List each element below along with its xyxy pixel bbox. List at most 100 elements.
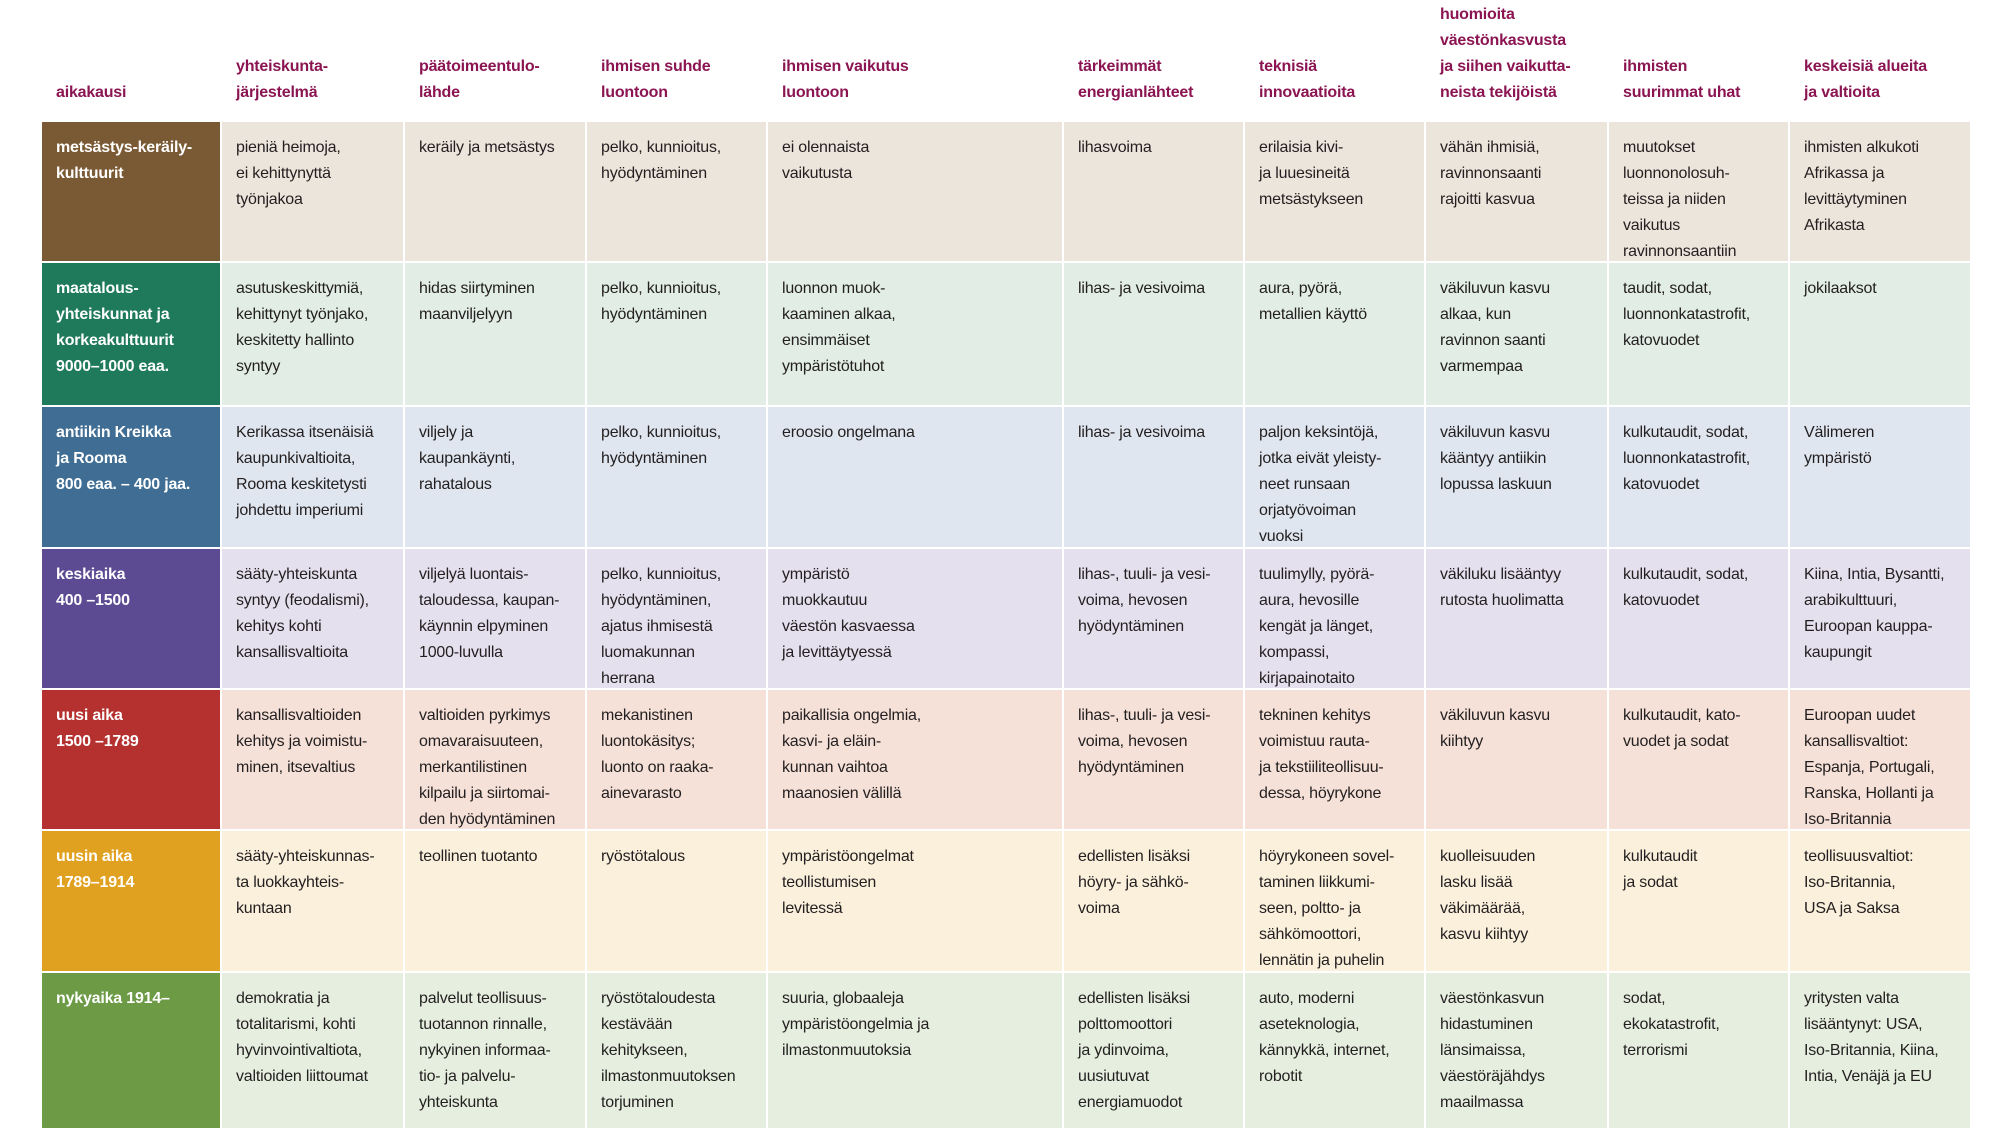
text-line: yhteiskunnat ja bbox=[56, 306, 170, 323]
text-line: kääntyy antiikin bbox=[1440, 450, 1547, 467]
text-line: tekninen kehitys bbox=[1259, 707, 1371, 724]
text-line: vuoksi bbox=[1259, 528, 1304, 545]
text-line: demokratia ja bbox=[236, 990, 330, 1007]
text-line: ja tekstiiliteollisuu- bbox=[1259, 759, 1384, 776]
text-line: kulkutaudit, sodat, bbox=[1623, 566, 1749, 583]
text-line: vaikutusta bbox=[782, 165, 853, 182]
table-cell: kuolleisuuden lasku lisää väkimäärää, kasvu… bbox=[1426, 831, 1607, 971]
text-line: kansallisvaltioita bbox=[236, 644, 349, 661]
table-cell: lihasvoima bbox=[1064, 122, 1243, 261]
text-line: USA ja Saksa bbox=[1804, 900, 1900, 917]
text-line: kaupankäynti, bbox=[419, 450, 516, 467]
text-line: kansallisvaltiot: bbox=[1804, 733, 1909, 750]
text-line: luontokäsitys; bbox=[601, 733, 696, 750]
period-cell: nykyaika 1914– bbox=[42, 973, 220, 1128]
text-line: ryöstötaloudesta bbox=[601, 990, 716, 1007]
table-cell: pelko, kunnioitus, hyödyntäminen bbox=[587, 407, 766, 547]
text-line: väestön kasvaessa bbox=[782, 618, 915, 635]
text-line: ja ydinvoima, bbox=[1078, 1042, 1169, 1059]
table-cell: ihmisten alkukoti Afrikassa ja levittäytym… bbox=[1790, 122, 1970, 261]
text-line: omavaraisuuteen, bbox=[419, 733, 543, 750]
text-line: pieniä heimoja, bbox=[236, 139, 341, 156]
period-cell: keskiaika 400 –1500 bbox=[42, 549, 220, 688]
text-line: ravinnonsaantiin bbox=[1623, 243, 1737, 260]
table-cell: Välimeren ympäristö bbox=[1790, 407, 1970, 547]
table-cell: Kiina, Intia, Bysantti, arabikulttuuri, Eu… bbox=[1790, 549, 1970, 688]
text-line: aura, hevosille bbox=[1259, 592, 1360, 609]
text-line: voima, hevosen bbox=[1078, 592, 1188, 609]
text-line: Afrikassa ja bbox=[1804, 165, 1885, 182]
text-line: väestönkasvun bbox=[1440, 990, 1545, 1007]
table-cell: lihas-, tuuli- ja vesi-voima, hevosen hyö… bbox=[1064, 690, 1243, 829]
text-line: energianlähteet bbox=[1078, 84, 1194, 101]
text-line: huomioita bbox=[1440, 6, 1515, 23]
text-line: luonnonolosuh- bbox=[1623, 165, 1730, 182]
text-line: suurimmat uhat bbox=[1623, 84, 1741, 101]
text-line: dessa, höyrykone bbox=[1259, 785, 1382, 802]
header-cell: ihmisten suurimmat uhat bbox=[1609, 0, 1788, 120]
text-line: Espanja, Portugali, bbox=[1804, 759, 1935, 776]
text-line: ihmisten bbox=[1623, 58, 1688, 75]
text-line: kulttuurit bbox=[56, 165, 124, 182]
text-line: yritysten valta bbox=[1804, 990, 1899, 1007]
table-cell: luonnon muok-kaaminen alkaa, ensimmäiset … bbox=[768, 263, 1062, 405]
text-line: torjuminen bbox=[601, 1094, 674, 1111]
text-line: rutosta huolimatta bbox=[1440, 592, 1564, 609]
table-cell: sodat, ekokatastrofit, terrorismi bbox=[1609, 973, 1788, 1128]
text-line: päätoimeentulo- bbox=[419, 58, 540, 75]
text-line: levitessä bbox=[782, 900, 843, 917]
text-line: Kerikassa itsenäisiä bbox=[236, 424, 374, 441]
text-line: terrorismi bbox=[1623, 1042, 1688, 1059]
table-cell: ryöstötalous bbox=[587, 831, 766, 971]
table-cell: Euroopan uudet kansallisvaltiot: Espanja, … bbox=[1790, 690, 1970, 829]
text-line: syntyy bbox=[236, 358, 281, 375]
text-line: kehitys ja voimistu- bbox=[236, 733, 368, 750]
header-cell: ihmisen vaikutus luontoon bbox=[768, 0, 1062, 120]
text-line: höyrykoneen sovel- bbox=[1259, 848, 1395, 865]
text-line: vuodet ja sodat bbox=[1623, 733, 1729, 750]
text-line: hyödyntäminen, bbox=[601, 592, 712, 609]
text-line: rajoitti kasvua bbox=[1440, 191, 1535, 208]
text-line: Euroopan kauppa- bbox=[1804, 618, 1933, 635]
text-line: kaupunkivaltioita, bbox=[236, 450, 356, 467]
text-line: väkiluku lisääntyy bbox=[1440, 566, 1561, 583]
text-line: antiikin Kreikka bbox=[56, 424, 172, 441]
table-cell: tekninen kehitys voimistuu rauta-ja tekst… bbox=[1245, 690, 1424, 829]
period-cell: maatalous-yhteiskunnat ja korkeakulttuuri… bbox=[42, 263, 220, 405]
header-cell: ihmisen suhde luontoon bbox=[587, 0, 766, 120]
header-cell: päätoimeentulo-lähde bbox=[405, 0, 585, 120]
text-line: pelko, kunnioitus, bbox=[601, 566, 722, 583]
text-line: orjatyövoiman bbox=[1259, 502, 1357, 519]
text-line: den hyödyntäminen bbox=[419, 811, 556, 828]
text-line: 9000–1000 eaa. bbox=[56, 358, 169, 375]
text-line: ympäristö bbox=[782, 566, 850, 583]
text-line: ympäristötuhot bbox=[782, 358, 885, 375]
text-line: edellisten lisäksi bbox=[1078, 848, 1191, 865]
text-line: metallien käyttö bbox=[1259, 306, 1367, 323]
text-line: 1500 –1789 bbox=[56, 733, 139, 750]
text-line: höyry- ja sähkö- bbox=[1078, 874, 1189, 891]
text-line: totalitarismi, kohti bbox=[236, 1016, 356, 1033]
header-cell: teknisiä innovaatioita bbox=[1245, 0, 1424, 120]
table-cell: viljely ja kaupankäynti, rahatalous bbox=[405, 407, 585, 547]
text-line: korkeakulttuurit bbox=[56, 332, 174, 349]
table-cell: edellisten lisäksi polttomoottori ja ydinv… bbox=[1064, 973, 1243, 1128]
text-line: ihmisen suhde bbox=[601, 58, 711, 75]
text-line: kuolleisuuden bbox=[1440, 848, 1536, 865]
text-line: lihas- ja vesivoima bbox=[1078, 424, 1205, 441]
text-line: lähde bbox=[419, 84, 460, 101]
text-line: yhteiskunta bbox=[419, 1094, 498, 1111]
table-cell: eroosio ongelmana bbox=[768, 407, 1062, 547]
table-cell: hidas siirtyminen maanviljelyyn bbox=[405, 263, 585, 405]
text-line: jotka eivät yleisty- bbox=[1259, 450, 1382, 467]
text-line: johdettu imperiumi bbox=[236, 502, 364, 519]
text-line: luomakunnan bbox=[601, 644, 695, 661]
text-line: Iso-Britannia, bbox=[1804, 874, 1896, 891]
text-line: Ranska, Hollanti ja bbox=[1804, 785, 1934, 802]
text-line: voima, hevosen bbox=[1078, 733, 1188, 750]
table-cell: kulkutaudit, kato-vuodet ja sodat bbox=[1609, 690, 1788, 829]
text-line: merkantilistinen bbox=[419, 759, 527, 776]
text-line: arabikulttuuri, bbox=[1804, 592, 1898, 609]
text-line: Rooma keskitetysti bbox=[236, 476, 367, 493]
text-line: taminen liikkumi- bbox=[1259, 874, 1375, 891]
